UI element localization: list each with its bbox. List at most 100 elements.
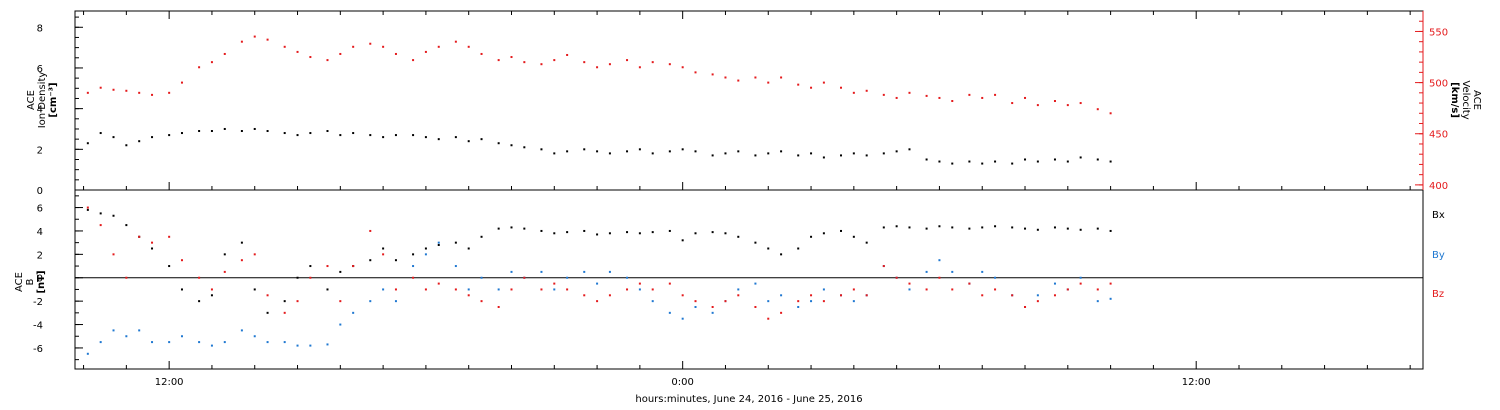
bx-point <box>1011 226 1014 229</box>
velocity-point <box>326 59 329 62</box>
bz-point <box>253 253 256 256</box>
bz-point <box>566 288 569 291</box>
bz-point <box>99 224 102 227</box>
bx-point <box>767 247 770 250</box>
bx-point <box>480 235 483 238</box>
by-point <box>309 344 312 347</box>
bx-point <box>210 294 213 297</box>
bx-point <box>681 239 684 242</box>
density-point <box>1011 162 1014 165</box>
bz-point <box>938 276 941 279</box>
density-point <box>681 148 684 151</box>
by-point <box>1079 276 1082 279</box>
bx-point <box>797 247 800 250</box>
field-y-tick-label: 0 <box>37 274 43 285</box>
bx-point <box>852 235 855 238</box>
velocity-point <box>210 61 213 64</box>
bz-point <box>553 282 556 285</box>
velocity-point <box>822 81 825 84</box>
velocity-point <box>780 76 783 79</box>
bz-point <box>394 288 397 291</box>
velocity-point <box>369 42 372 45</box>
by-point <box>767 300 770 303</box>
by-point <box>938 259 941 262</box>
density-y-tick-label: 8 <box>37 23 43 34</box>
velocity-point <box>1096 108 1099 111</box>
density-point <box>210 130 213 133</box>
density-point <box>780 150 783 153</box>
bz-point <box>1066 288 1069 291</box>
velocity-point <box>938 96 941 99</box>
bx-point <box>523 227 526 230</box>
density-point <box>583 148 586 151</box>
by-point <box>1109 297 1112 300</box>
velocity-point <box>296 50 299 53</box>
velocity-point <box>668 63 671 66</box>
density-point <box>99 132 102 135</box>
velocity-point <box>767 81 770 84</box>
by-point <box>138 329 141 332</box>
bx-point <box>424 247 427 250</box>
by-point <box>951 270 954 273</box>
by-point <box>994 276 997 279</box>
bz-point <box>180 259 183 262</box>
density-point <box>694 150 697 153</box>
density-point <box>981 162 984 165</box>
by-point <box>240 329 243 332</box>
density-point <box>882 152 885 155</box>
bz-point <box>437 282 440 285</box>
velocity-point <box>694 71 697 74</box>
bz-point <box>1024 305 1027 308</box>
bottom-panel-frame <box>74 189 1424 370</box>
bz-point <box>309 276 312 279</box>
density-point <box>86 142 89 145</box>
by-point <box>412 265 415 268</box>
bz-point <box>668 282 671 285</box>
bz-point <box>994 288 997 291</box>
bx-point <box>754 241 757 244</box>
bx-point <box>810 235 813 238</box>
velocity-point <box>608 63 611 66</box>
density-point <box>138 140 141 143</box>
bx-point <box>1066 227 1069 230</box>
density-point <box>810 152 813 155</box>
density-point <box>309 132 312 135</box>
density-label-line1: ACE <box>26 90 37 110</box>
bz-point <box>138 235 141 238</box>
bx-point <box>938 225 941 228</box>
by-point <box>797 305 800 308</box>
bx-point <box>326 288 329 291</box>
density-point <box>151 136 154 139</box>
x-axis-title: hours:minutes, June 24, 2016 - June 25, … <box>635 394 862 405</box>
density-point <box>754 154 757 157</box>
by-point <box>852 300 855 303</box>
velocity-point <box>437 45 440 48</box>
by-point <box>651 300 654 303</box>
field-y-tick-label: 2 <box>37 250 43 261</box>
by-point <box>711 311 714 314</box>
velocity-point <box>283 45 286 48</box>
velocity-point <box>1036 104 1039 107</box>
bx-point <box>382 247 385 250</box>
bx-point <box>968 227 971 230</box>
by-point <box>369 300 372 303</box>
density-point <box>596 150 599 153</box>
series-label-bz: Bz <box>1432 289 1444 300</box>
velocity-point <box>882 93 885 96</box>
velocity-point <box>253 35 256 38</box>
bz-point <box>296 300 299 303</box>
bx-point <box>467 247 470 250</box>
by-point <box>510 270 513 273</box>
bz-point <box>968 282 971 285</box>
velocity-y-tick-label: 450 <box>1429 130 1448 141</box>
velocity-point <box>309 56 312 59</box>
bx-point <box>1096 227 1099 230</box>
bx-point <box>412 253 415 256</box>
bx-point <box>865 241 868 244</box>
bx-point <box>180 288 183 291</box>
bx-point <box>651 231 654 234</box>
top-left-axis-title: ACE Ion Density [cm⁻³] <box>26 72 59 129</box>
by-point <box>822 288 825 291</box>
velocity-label-line3: [km/s] <box>1449 82 1460 118</box>
density-y-tick-label: 4 <box>37 105 43 116</box>
